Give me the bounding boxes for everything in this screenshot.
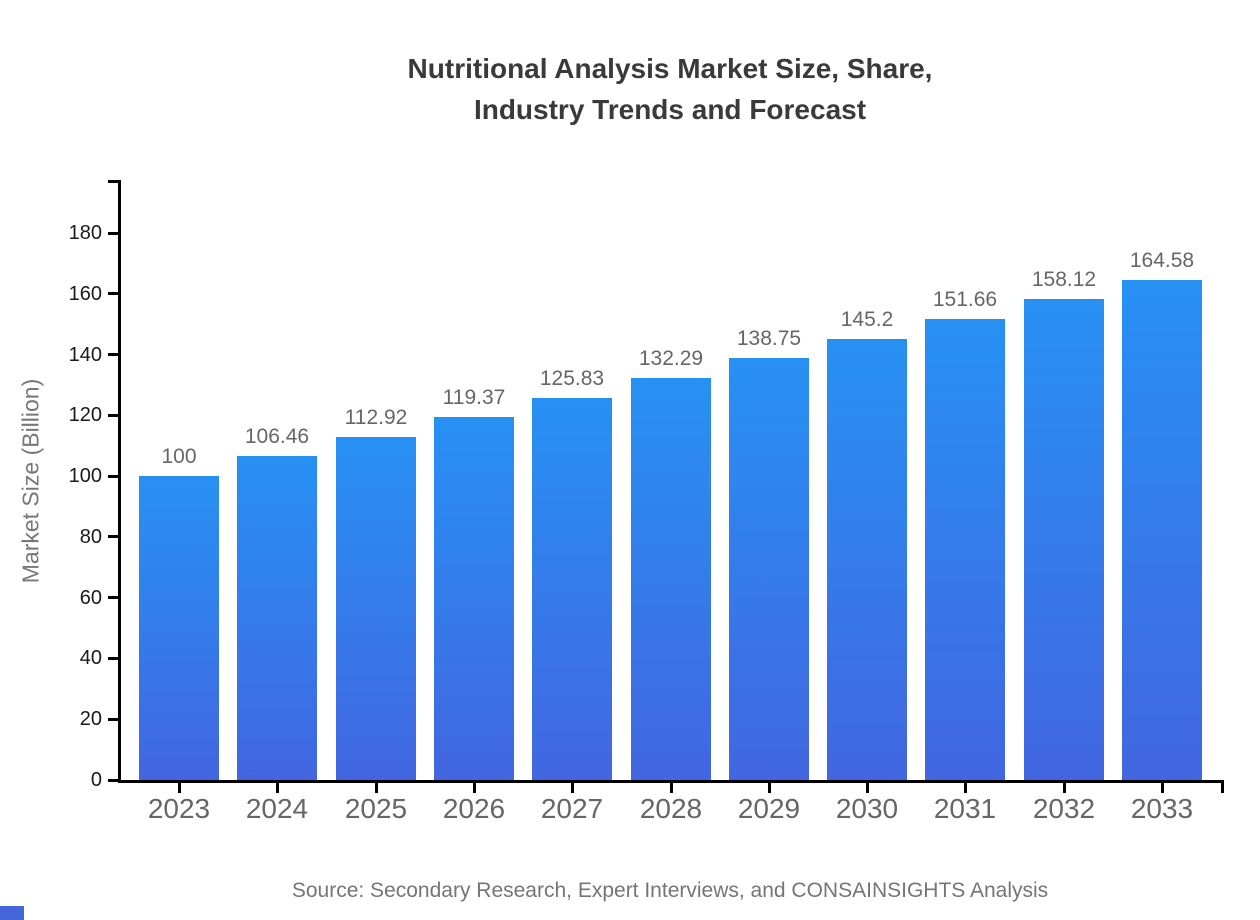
y-tick-label: 180 (68, 222, 102, 244)
y-tick-label: 60 (79, 587, 102, 609)
x-tick-label: 2026 (442, 793, 506, 824)
y-tick-label: 0 (90, 769, 102, 791)
x-tick-label: 2025 (344, 793, 408, 824)
y-tick (108, 353, 118, 356)
y-tick-label: 100 (68, 465, 102, 487)
x-tick (1063, 780, 1066, 793)
y-tick (108, 475, 118, 478)
chart-title-line2: Industry Trends and Forecast (473, 94, 867, 125)
x-tick (866, 780, 869, 793)
bar (925, 319, 1005, 780)
x-tick-label: 2033 (1130, 793, 1194, 824)
x-tick (473, 780, 476, 793)
y-tick-label: 140 (68, 344, 102, 366)
x-tick-label: 2032 (1032, 793, 1096, 824)
x-tick (375, 780, 378, 793)
y-tick (108, 596, 118, 599)
bar-value-label: 119.37 (442, 386, 506, 409)
x-tick-label: 2031 (933, 793, 997, 824)
bar-value-label: 145.2 (840, 308, 894, 331)
x-tick-label: 2028 (639, 793, 703, 824)
y-tick (108, 414, 118, 417)
y-tick (108, 657, 118, 660)
x-tick (571, 780, 574, 793)
bar-value-label: 158.12 (1031, 268, 1097, 291)
bar-value-label: 138.75 (736, 327, 802, 350)
bar (827, 339, 907, 780)
bar-value-label: 164.58 (1129, 249, 1195, 272)
bar-value-label: 132.29 (638, 347, 704, 370)
bar-value-label: 100 (161, 445, 197, 468)
bar (729, 358, 809, 780)
bar (631, 378, 711, 780)
bar-value-label: 151.66 (932, 288, 998, 311)
x-tick (178, 780, 181, 793)
bar (532, 398, 612, 780)
x-tick (1161, 780, 1164, 793)
y-axis-end-tick (108, 180, 118, 183)
x-tick-label: 2024 (245, 793, 309, 824)
bar (434, 417, 514, 780)
bar (1024, 299, 1104, 780)
bar (336, 437, 416, 780)
y-tick-label: 120 (68, 404, 102, 426)
x-tick (276, 780, 279, 793)
x-tick (768, 780, 771, 793)
bar (1122, 280, 1202, 780)
y-tick (108, 535, 118, 538)
y-tick-label: 80 (79, 526, 102, 548)
y-tick (108, 718, 118, 721)
y-tick (108, 292, 118, 295)
x-axis-end-tick (1221, 780, 1224, 793)
x-tick (670, 780, 673, 793)
bar-value-label: 106.46 (244, 425, 310, 448)
x-tick-label: 2027 (540, 793, 604, 824)
source-attribution: Source: Secondary Research, Expert Inter… (291, 879, 1049, 902)
chart-title: Nutritional Analysis Market Size, Share,… (75, 48, 1260, 130)
x-tick-label: 2029 (737, 793, 801, 824)
y-tick (108, 779, 118, 782)
bar (139, 476, 219, 780)
y-tick-label: 160 (68, 283, 102, 305)
bar-value-label: 112.92 (344, 406, 408, 429)
y-axis-spine (118, 180, 121, 783)
bar-value-label: 125.83 (539, 367, 605, 390)
x-tick (964, 780, 967, 793)
y-tick-label: 20 (79, 708, 102, 730)
bar (237, 456, 317, 780)
y-tick (108, 232, 118, 235)
watermark-square (0, 906, 24, 920)
y-tick-label: 40 (79, 647, 102, 669)
x-tick-label: 2030 (835, 793, 899, 824)
x-tick-label: 2023 (147, 793, 211, 824)
chart-title-line1: Nutritional Analysis Market Size, Share, (407, 53, 933, 84)
